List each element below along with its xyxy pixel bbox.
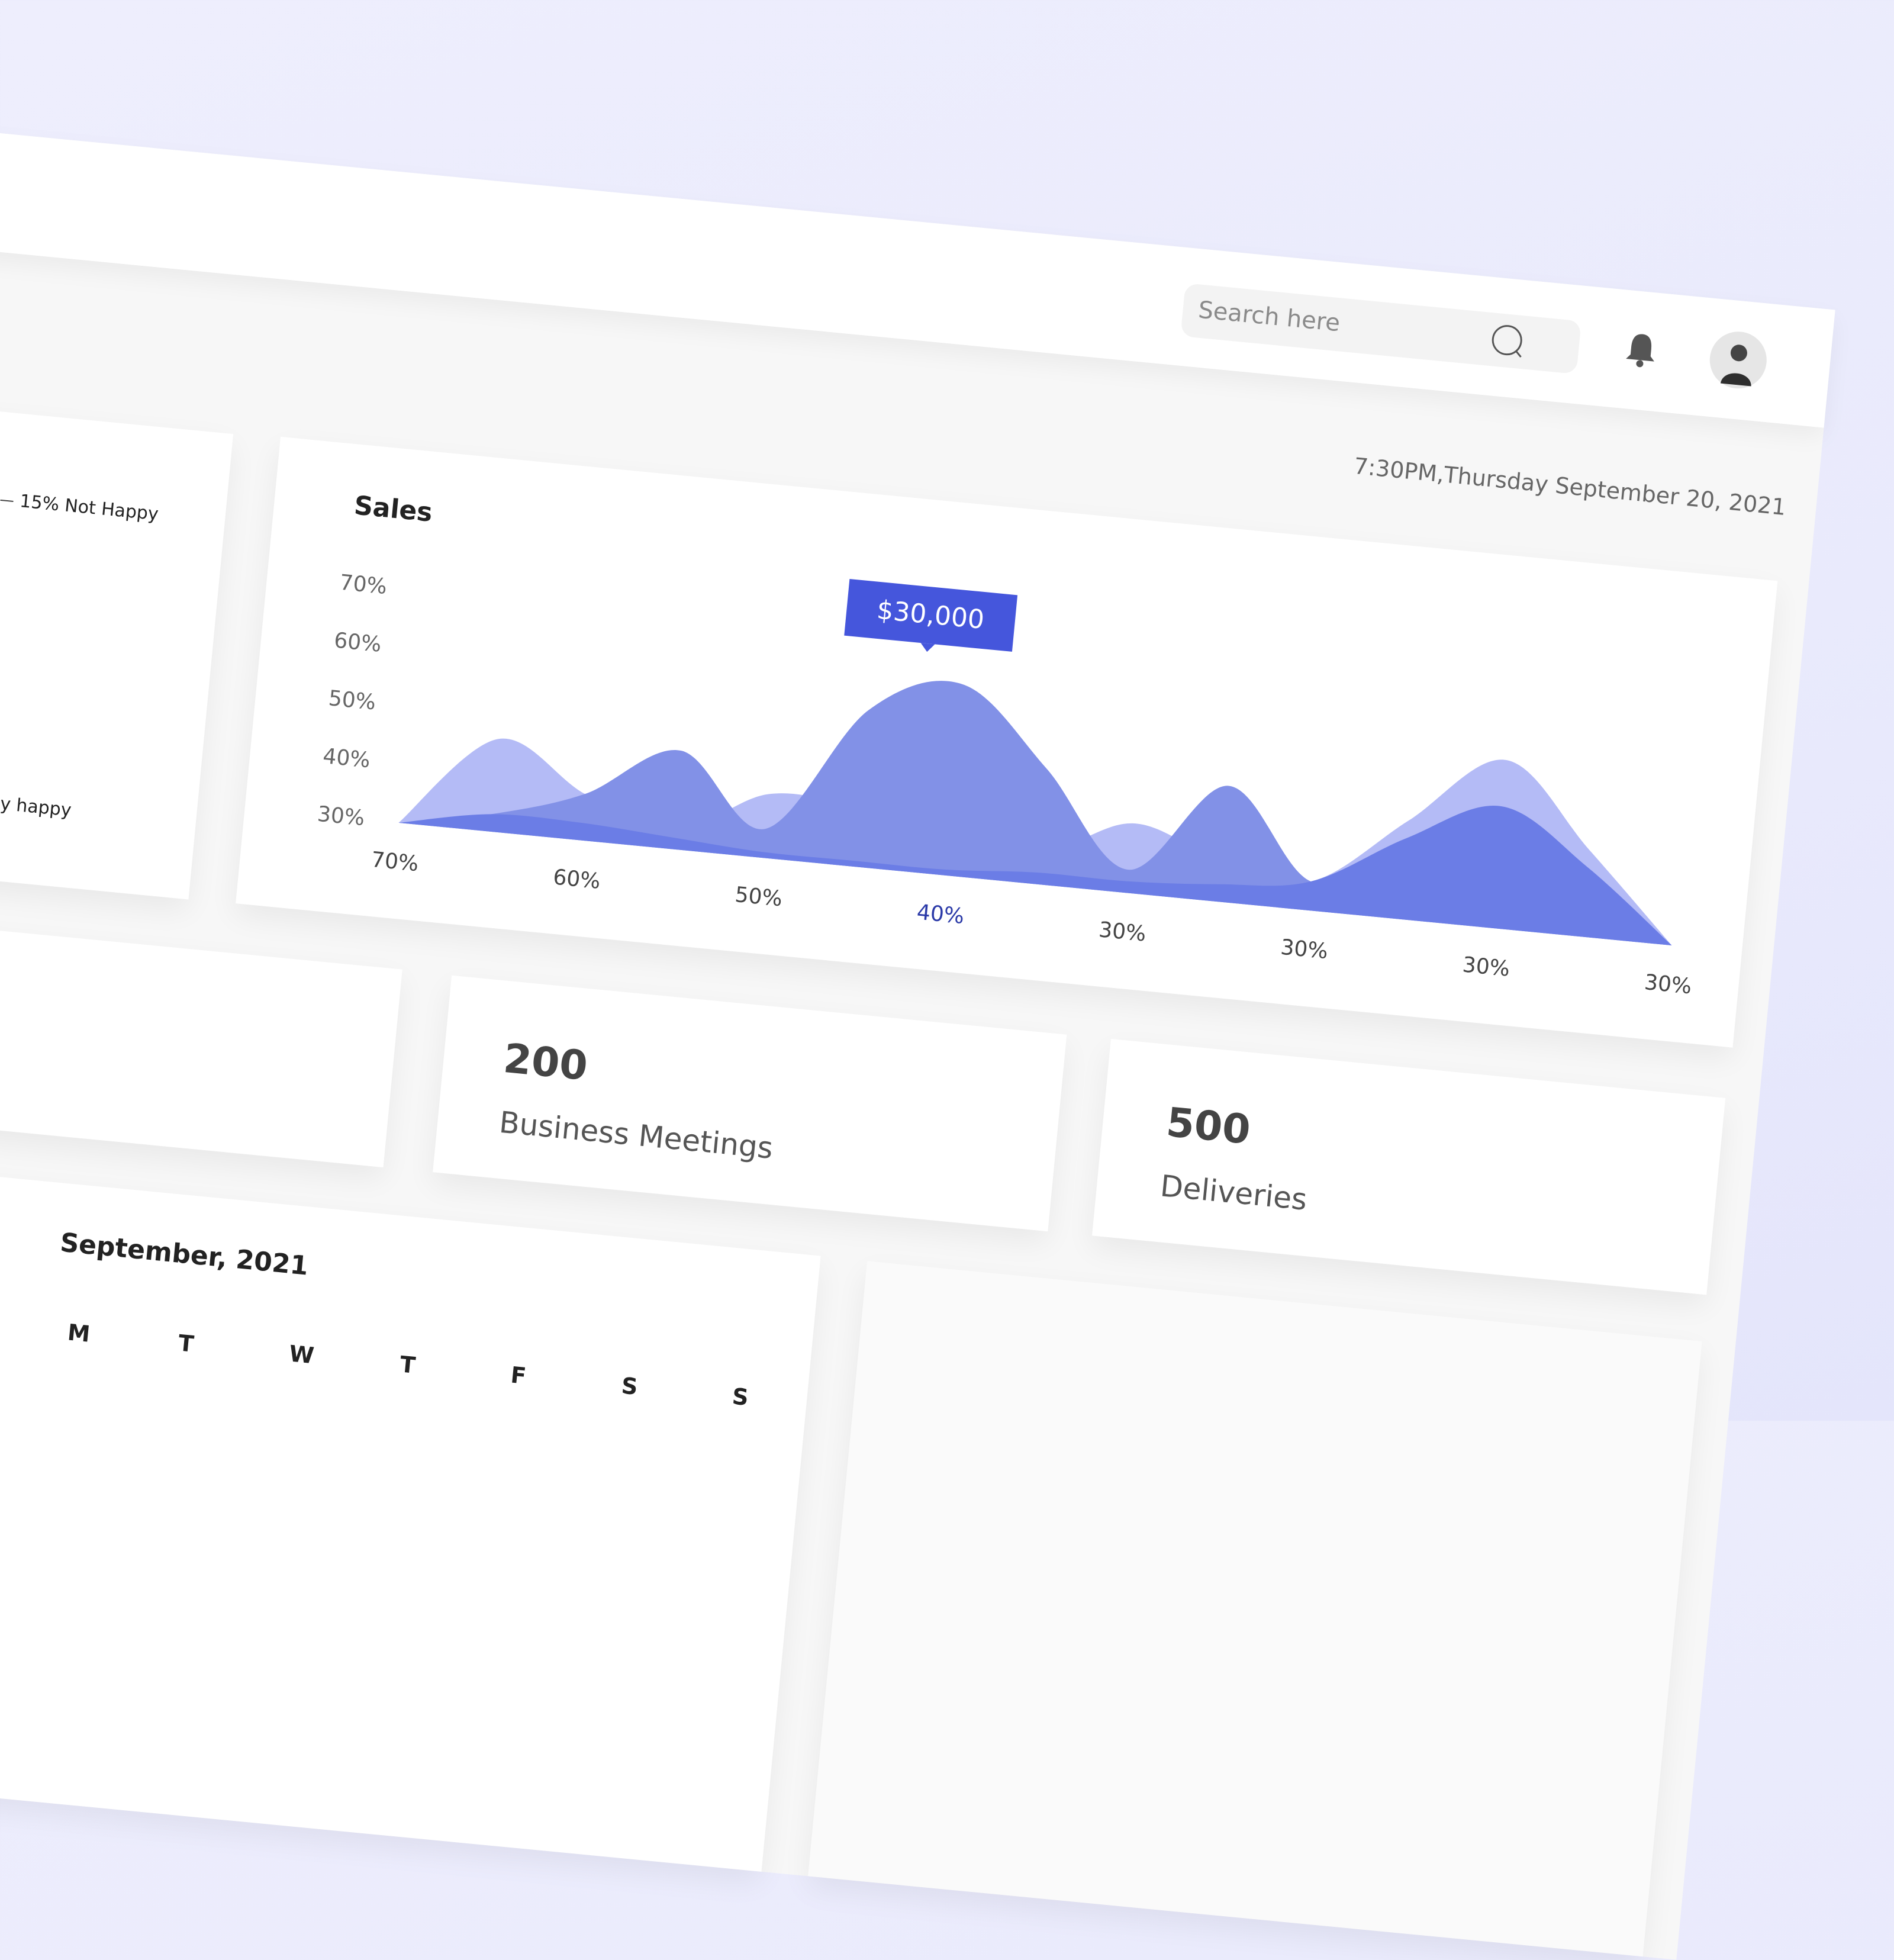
search-icon[interactable]: [1487, 321, 1529, 362]
tooltip: $30,000: [844, 579, 1018, 652]
bell-icon[interactable]: [1622, 329, 1661, 371]
satisfaction-card: 15% Not Happy y happy: [0, 386, 234, 900]
x-tick-label: 30%: [1643, 970, 1693, 999]
y-tick-label: 40%: [322, 744, 372, 773]
calendar-card: September, 2021 M T W T F S S: [0, 1144, 821, 1872]
stat-card: 500 Deliveries: [1091, 1038, 1726, 1295]
weekday: M: [66, 1319, 92, 1347]
y-tick-label: 70%: [339, 571, 388, 599]
top-bar: Search here: [0, 110, 1835, 428]
sales-chart: Sales $30,000 70%60%50%40%30%70%60%50%40…: [316, 490, 1693, 999]
x-tick-label: 30%: [1461, 952, 1511, 981]
chart-title: Sales: [353, 490, 434, 527]
y-tick-label: 50%: [327, 686, 377, 715]
blank-card: [808, 1261, 1702, 1957]
page: Search here 7:30PM,Thursday September 20…: [0, 0, 1894, 1421]
stat-card: 200 Business Meetings: [433, 975, 1067, 1232]
stat-label: Business Meetings: [497, 1105, 775, 1166]
weekday: W: [288, 1340, 315, 1369]
area: [398, 681, 1672, 946]
x-tick-label: 60%: [552, 865, 602, 893]
x-tick-label: 70%: [370, 848, 420, 876]
blank-card: [0, 900, 402, 1168]
area: [398, 806, 1672, 946]
tooltip-arrow: [920, 643, 935, 652]
weekday: S: [731, 1383, 750, 1411]
search-box[interactable]: Search here: [1180, 283, 1581, 375]
x-tick-label: 40%: [916, 900, 965, 929]
legend-line: [0, 499, 14, 503]
stat-value: 200: [501, 1035, 590, 1090]
datetime: 7:30PM,Thursday September 20, 2021: [1352, 452, 1787, 521]
areas: [398, 681, 1672, 946]
calendar-title: September, 2021: [59, 1227, 310, 1282]
x-tick-label: 30%: [1280, 935, 1329, 964]
satisfaction-label: y happy: [0, 793, 73, 821]
weekday: F: [509, 1362, 527, 1389]
sales-card: Sales $30,000 70% 60% 50% 40% 30% 70% 60% 50% 40…: [236, 436, 1778, 1048]
tooltip-box: [844, 579, 1018, 652]
satisfaction-label: 15% Not Happy: [18, 491, 160, 525]
y-tick-label: 30%: [316, 802, 366, 831]
x-tick-label: 50%: [734, 883, 784, 911]
x-tick-label: 30%: [1097, 918, 1147, 946]
stat-label: Deliveries: [1158, 1169, 1309, 1217]
weekday: T: [177, 1330, 195, 1357]
avatar[interactable]: [1706, 328, 1770, 392]
dashboard: Search here 7:30PM,Thursday September 20…: [0, 110, 1835, 1960]
y-tick-label: 60%: [333, 628, 382, 656]
stat-value: 500: [1164, 1099, 1252, 1154]
search-placeholder: Search here: [1197, 296, 1342, 337]
weekday: T: [398, 1351, 417, 1379]
weekday: S: [620, 1372, 639, 1400]
